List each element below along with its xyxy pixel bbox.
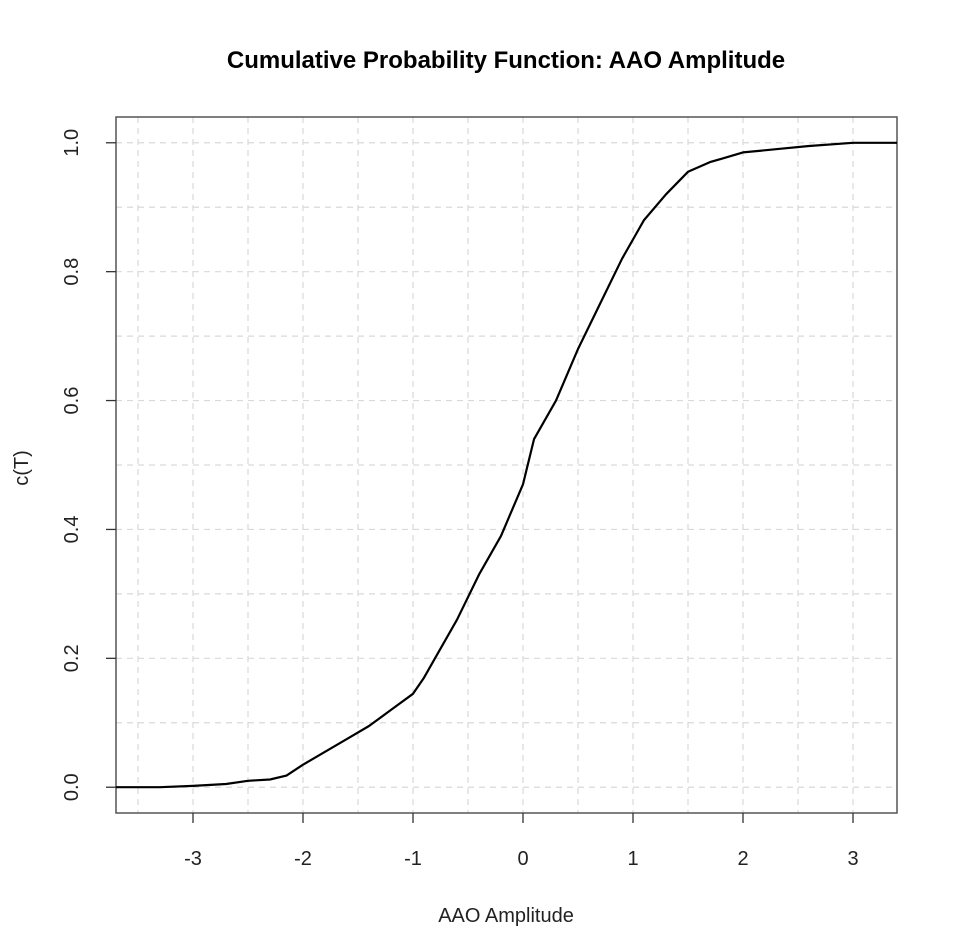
x-axis: -3 -2 -1 0 1 2 3 [184,813,859,870]
y-tick-label: 0.2 [61,644,83,672]
y-tick-label: 0.0 [61,773,83,801]
y-tick-label: 0.4 [61,516,83,544]
x-tick-label: 3 [847,848,858,870]
chart-title: Cumulative Probability Function: AAO Amp… [227,47,785,74]
x-tick-label: 2 [737,848,748,870]
x-tick-label: -3 [184,848,202,870]
y-axis: 0.0 0.2 0.4 0.6 0.8 1.0 [61,129,116,801]
x-axis-label: AAO Amplitude [438,905,574,927]
cdf-series-line [116,141,897,789]
x-tick-label: 0 [517,848,528,870]
y-tick-label: 0.8 [61,258,83,286]
x-tick-label: -1 [404,848,422,870]
y-axis-label: c(T) [11,450,33,486]
y-tick-label: 1.0 [61,129,83,157]
x-tick-label: 1 [627,848,638,870]
plot-frame [115,116,898,814]
grid [116,117,897,813]
x-tick-label: -2 [294,848,312,870]
y-tick-label: 0.6 [61,387,83,415]
